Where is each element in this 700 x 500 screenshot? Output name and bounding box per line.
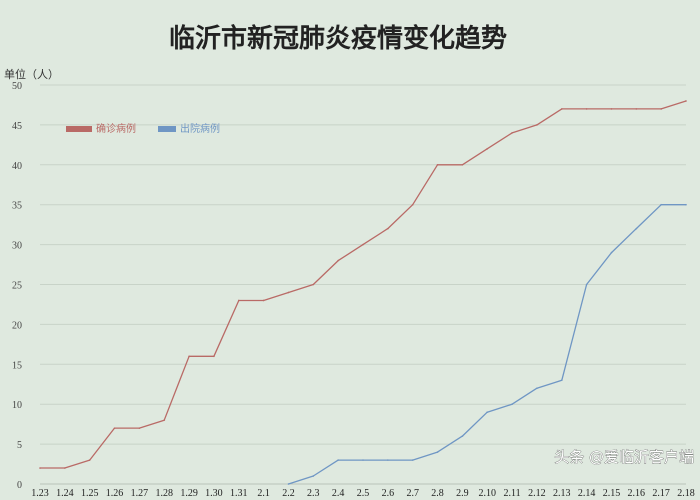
series-lines [39,100,687,485]
x-tick-label: 2.15 [603,488,621,499]
data-point [362,459,364,461]
data-point [511,132,513,134]
x-tick-label: 1.23 [31,488,49,499]
data-point [113,427,116,429]
x-tick-label: 2.7 [406,488,419,499]
x-tick-label: 2.4 [332,488,345,499]
data-point [560,108,563,110]
y-tick-label: 45 [12,121,22,132]
data-point [461,435,464,437]
data-point [436,451,439,453]
data-point [585,108,588,110]
data-point [660,108,662,110]
x-tick-label: 2.17 [652,488,670,499]
legend-swatch [158,126,176,132]
x-tick-label: 1.26 [106,488,124,499]
x-tick-label: 2.10 [478,488,496,499]
x-tick-label: 2.9 [456,488,469,499]
x-tick-label: 1.28 [155,488,173,499]
data-point [88,459,91,461]
legend-label: 确诊病例 [96,122,136,135]
data-point [64,467,66,469]
data-point [138,427,141,429]
x-tick-label: 2.11 [504,488,521,499]
data-point [660,203,662,206]
data-point [39,467,41,469]
data-point [685,100,687,102]
data-point [436,164,439,166]
watermark: 头条 @爱临沂客户端 [554,448,694,467]
data-point [536,124,538,126]
data-point [536,387,538,390]
data-point [337,459,339,461]
y-tick-label: 40 [12,161,22,172]
data-point [362,243,364,246]
x-tick-label: 2.8 [431,488,444,499]
series-line-recovered [288,204,686,485]
x-tick-label: 2.2 [282,488,295,499]
data-point [560,379,563,382]
data-point [237,299,240,302]
y-tick-label: 30 [12,241,22,252]
x-tick-label: 2.16 [628,488,646,499]
x-tick-label: 1.27 [131,488,149,499]
y-tick-label: 20 [12,320,22,331]
data-point [635,108,638,110]
data-point [387,459,389,461]
watermark-text: 头条 @爱临沂客户端 [554,448,694,466]
y-tick-label: 5 [17,440,22,451]
y-tick-label: 25 [12,281,22,292]
x-tick-label: 1.30 [205,488,223,499]
data-point [287,291,290,294]
y-tick-label: 35 [12,201,22,212]
x-tick-label: 2.3 [307,488,320,499]
data-point [461,164,464,166]
legend-swatch [66,126,92,132]
data-point [411,459,414,461]
data-point [635,227,638,230]
y-tick-label: 50 [12,81,22,92]
data-point [163,419,166,421]
x-tick-label: 1.25 [81,488,99,499]
y-axis-unit-label: 单位（人） [4,67,59,81]
x-tick-label: 1.24 [56,488,74,499]
legend: 确诊病例 出院病例 [66,122,220,135]
data-point [511,403,513,406]
y-tick-label: 10 [12,400,22,411]
data-point [411,203,414,206]
data-point [685,203,687,206]
data-point [337,259,339,262]
chart-title: 临沂市新冠肺炎疫情变化趋势 [169,23,507,54]
data-point [486,411,489,413]
x-tick-label: 1.31 [230,488,248,499]
data-point [213,355,215,358]
data-point [312,475,315,477]
y-axis-ticks: 0 5 10 15 20 25 30 35 40 45 50 [12,81,22,491]
data-point [287,483,290,485]
gridlines [40,84,686,485]
y-tick-label: 0 [17,480,22,491]
data-point [312,283,315,286]
x-tick-label: 1.29 [180,488,198,499]
y-tick-label: 15 [12,360,22,371]
x-tick-label: 2.13 [553,488,571,499]
data-point [610,251,613,254]
x-tick-label: 2.12 [528,488,546,499]
data-point [188,355,190,358]
x-tick-label: 2.14 [578,488,596,499]
data-point [610,108,613,110]
data-point [486,148,489,150]
x-tick-label: 2.5 [357,488,370,499]
x-tick-label: 2.6 [382,488,395,499]
data-point [585,283,588,286]
data-point [262,299,265,302]
x-tick-label: 2.1 [257,488,270,499]
x-tick-label: 2.18 [677,488,695,499]
data-point [387,227,389,230]
x-axis-ticks: 1.23 1.24 1.25 1.26 1.27 1.28 1.29 1.30 1.31 2.1 2… [31,488,695,499]
legend-label: 出院病例 [180,122,220,135]
